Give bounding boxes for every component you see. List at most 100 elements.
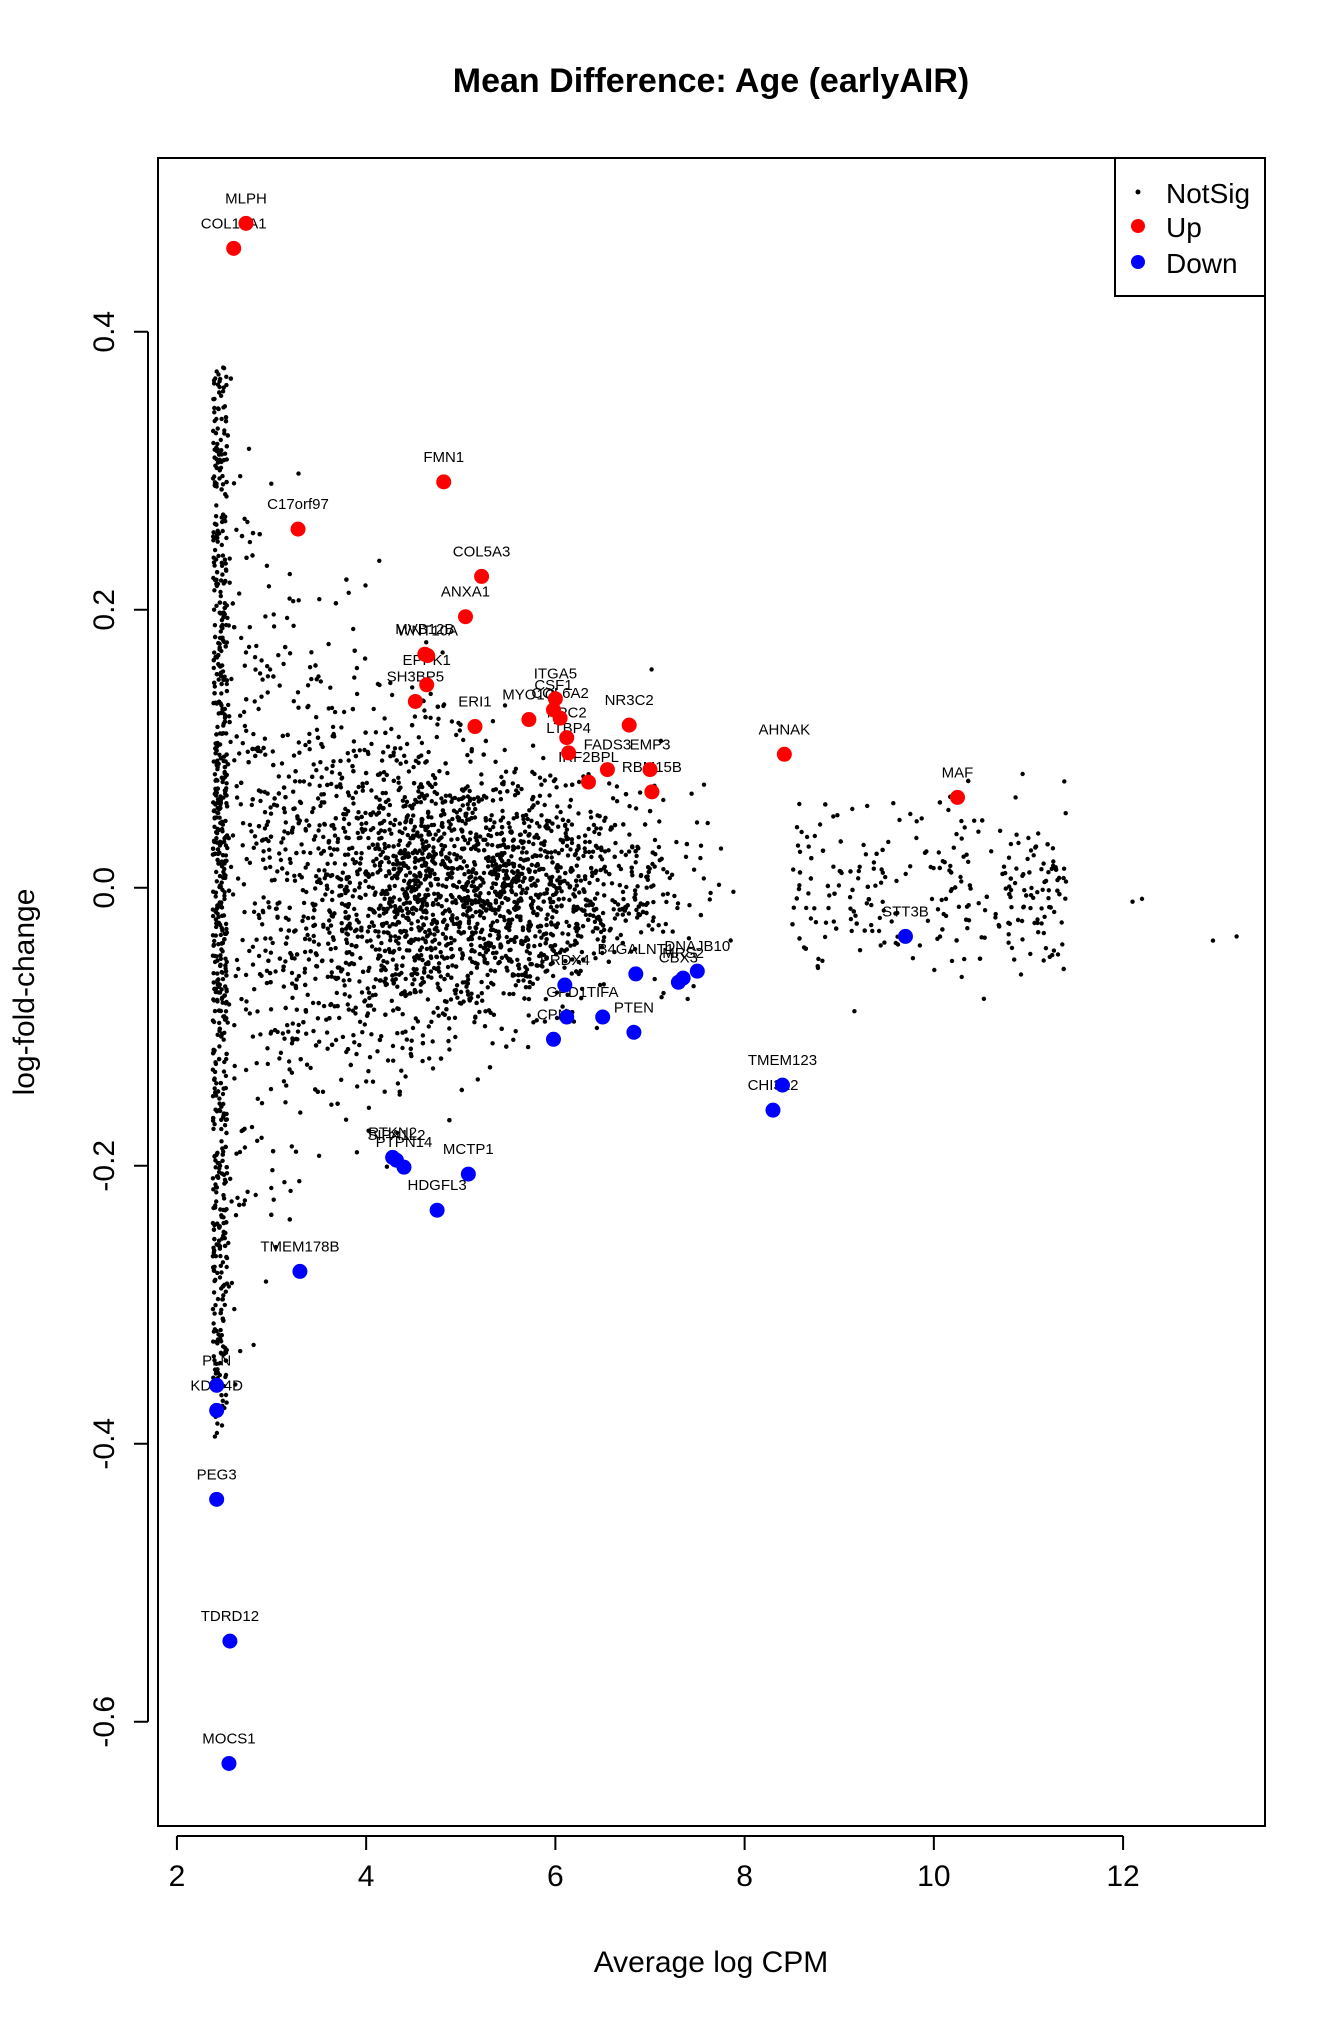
notsig-point [790, 922, 795, 927]
notsig-point [342, 983, 347, 988]
notsig-point [373, 947, 378, 952]
notsig-point [416, 937, 421, 942]
notsig-point [550, 892, 556, 898]
notsig-point [351, 748, 356, 753]
notsig-point [398, 905, 403, 910]
notsig-point [280, 1031, 285, 1036]
notsig-point [222, 896, 227, 902]
notsig-point [498, 818, 503, 823]
notsig-point [215, 406, 221, 411]
notsig-point [222, 404, 228, 409]
up-gene-point [599, 762, 615, 778]
notsig-point [870, 928, 875, 934]
notsig-point [320, 958, 325, 963]
notsig-point [286, 774, 292, 779]
notsig-point [698, 843, 704, 848]
notsig-point [1015, 917, 1021, 923]
notsig-point [597, 982, 603, 988]
notsig-point [388, 938, 393, 943]
notsig-point [253, 753, 258, 759]
notsig-point [548, 900, 553, 905]
notsig-point [440, 931, 446, 937]
notsig-point [371, 908, 376, 914]
notsig-point [312, 922, 318, 928]
notsig-point [302, 949, 308, 955]
notsig-point [297, 750, 302, 755]
down-gene-point [595, 1009, 611, 1025]
notsig-point [311, 762, 316, 767]
notsig-point [583, 849, 588, 855]
notsig-point [434, 897, 439, 902]
notsig-point [308, 949, 313, 954]
notsig-point [293, 983, 298, 989]
notsig-point [224, 1171, 230, 1176]
notsig-point [468, 846, 474, 852]
notsig-point [495, 936, 501, 941]
notsig-point [1008, 887, 1014, 893]
notsig-point [286, 1059, 292, 1064]
notsig-point [329, 823, 334, 828]
notsig-point [225, 1020, 230, 1025]
notsig-point [307, 665, 313, 670]
notsig-point [463, 813, 468, 819]
notsig-point [221, 1086, 226, 1091]
notsig-point [282, 1036, 287, 1041]
notsig-point [232, 758, 237, 763]
notsig-point [295, 1029, 301, 1034]
notsig-point [391, 778, 396, 783]
notsig-point [211, 943, 216, 948]
notsig-point [433, 832, 438, 837]
notsig-point [475, 886, 480, 891]
notsig-point [223, 1372, 229, 1378]
notsig-point [599, 857, 605, 862]
notsig-point [265, 791, 270, 796]
notsig-point [834, 926, 839, 931]
notsig-point [388, 680, 393, 686]
notsig-point [838, 839, 843, 844]
notsig-point [953, 885, 958, 890]
notsig-point [397, 972, 402, 977]
notsig-point [212, 815, 217, 820]
notsig-point [633, 849, 638, 854]
notsig-point [409, 926, 414, 932]
notsig-point [285, 732, 290, 738]
notsig-point [220, 1091, 226, 1097]
notsig-point [351, 626, 356, 632]
notsig-point [222, 866, 227, 872]
notsig-point [369, 788, 374, 793]
notsig-point [515, 869, 520, 874]
gene-label: PTPN14 [376, 1134, 433, 1151]
notsig-point [460, 818, 465, 824]
notsig-point [550, 933, 556, 938]
notsig-point [228, 1176, 233, 1182]
notsig-point [993, 911, 998, 917]
notsig-point [446, 819, 451, 824]
notsig-point [225, 762, 231, 767]
notsig-point [264, 822, 269, 828]
up-gene-point [474, 568, 490, 584]
notsig-point [439, 904, 444, 909]
notsig-point [403, 1074, 408, 1079]
notsig-point [335, 1003, 340, 1009]
notsig-point [321, 922, 326, 927]
notsig-point [215, 447, 220, 452]
y-axis-label: log-fold-change [8, 889, 41, 1096]
notsig-point [937, 934, 943, 939]
notsig-point [537, 942, 543, 948]
notsig-point [570, 957, 575, 962]
notsig-point [440, 824, 445, 829]
down-gene-point [897, 928, 913, 944]
notsig-point [447, 1047, 452, 1052]
notsig-point [311, 806, 316, 811]
notsig-point [686, 936, 692, 941]
notsig-point [268, 805, 273, 810]
notsig-point [211, 1019, 217, 1025]
notsig-point [334, 784, 339, 789]
notsig-point [797, 801, 802, 807]
notsig-point [527, 808, 532, 813]
notsig-point [210, 913, 216, 919]
notsig-point [351, 739, 357, 744]
notsig-point [578, 968, 583, 974]
notsig-point [797, 936, 802, 941]
notsig-point [214, 1361, 219, 1367]
